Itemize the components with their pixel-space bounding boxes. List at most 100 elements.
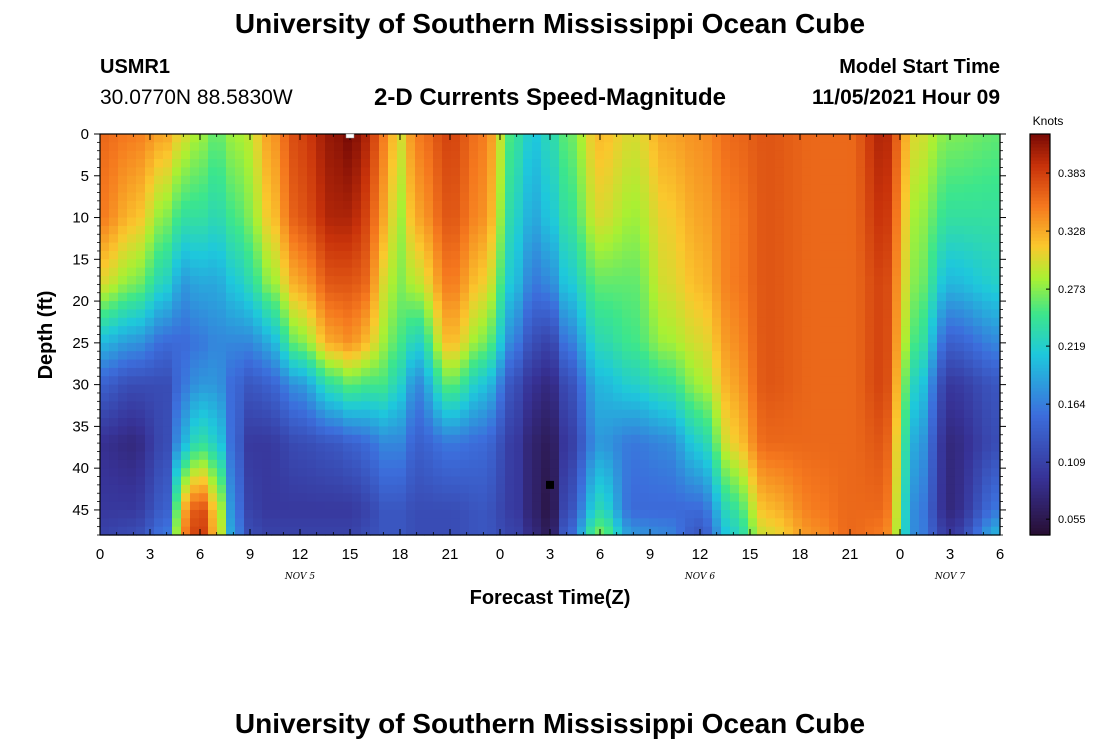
heat-cell	[406, 267, 416, 277]
heat-cell	[226, 217, 236, 227]
heat-cell	[325, 509, 335, 519]
heat-cell	[397, 468, 407, 478]
heat-cell	[397, 367, 407, 377]
y-tick-label: 5	[81, 168, 89, 185]
heat-cell	[532, 192, 542, 202]
heat-cell	[901, 267, 911, 277]
heat-cell	[586, 267, 596, 277]
heat-cell	[433, 351, 443, 361]
heat-cell	[676, 459, 686, 469]
heat-cell	[433, 242, 443, 252]
heat-cell	[865, 392, 875, 402]
heat-cell	[928, 150, 938, 160]
heat-cell	[802, 175, 812, 185]
heat-cell	[208, 150, 218, 160]
heat-cell	[604, 476, 614, 486]
heat-cell	[766, 259, 776, 269]
heat-cell	[595, 159, 605, 169]
heat-cell	[487, 384, 497, 394]
heat-cell	[289, 167, 299, 177]
heat-cell	[595, 518, 605, 528]
heat-cell	[919, 150, 929, 160]
heat-cell	[406, 200, 416, 210]
heat-cell	[586, 159, 596, 169]
heat-cell	[334, 434, 344, 444]
y-tick-label: 45	[72, 502, 89, 519]
heat-cell	[541, 526, 551, 536]
heat-cell	[379, 459, 389, 469]
heat-cell	[397, 351, 407, 361]
heat-cell	[532, 159, 542, 169]
heat-cell	[307, 192, 317, 202]
heat-cell	[964, 317, 974, 327]
heat-cell	[973, 301, 983, 311]
heat-cell	[649, 476, 659, 486]
heat-cell	[478, 434, 488, 444]
heat-cell	[577, 459, 587, 469]
heat-cell	[487, 451, 497, 461]
heat-cell	[127, 509, 137, 519]
heat-cell	[253, 501, 263, 511]
heat-cell	[667, 234, 677, 244]
heat-cell	[298, 384, 308, 394]
heat-cell	[361, 209, 371, 219]
heat-cell	[433, 284, 443, 294]
heat-cell	[118, 409, 128, 419]
heat-cell	[334, 509, 344, 519]
heat-cell	[568, 509, 578, 519]
heat-cell	[757, 484, 767, 494]
heat-cell	[433, 142, 443, 152]
heat-cell	[415, 484, 425, 494]
heat-cell	[307, 351, 317, 361]
heat-cell	[478, 192, 488, 202]
heat-cell	[442, 309, 452, 319]
heat-cell	[199, 225, 209, 235]
heat-cell	[847, 309, 857, 319]
heat-cell	[667, 367, 677, 377]
heat-cell	[703, 484, 713, 494]
heat-cell	[748, 359, 758, 369]
heat-cell	[307, 384, 317, 394]
heat-cell	[955, 367, 965, 377]
heat-cell	[424, 242, 434, 252]
heat-cell	[487, 501, 497, 511]
heat-cell	[838, 167, 848, 177]
heat-cell	[568, 426, 578, 436]
heat-cell	[910, 342, 920, 352]
heat-cell	[451, 484, 461, 494]
heat-cell	[631, 443, 641, 453]
heat-cell	[334, 292, 344, 302]
heat-cell	[118, 342, 128, 352]
heat-cell	[271, 134, 281, 143]
heat-cell	[613, 351, 623, 361]
heat-cell	[631, 309, 641, 319]
heat-cell	[838, 526, 848, 536]
heat-cell	[388, 250, 398, 260]
heat-cell	[451, 284, 461, 294]
heat-cell	[883, 242, 893, 252]
heat-cell	[226, 242, 236, 252]
heat-cell	[982, 292, 992, 302]
heat-cell	[775, 150, 785, 160]
heat-cell	[226, 309, 236, 319]
heat-cell	[316, 192, 326, 202]
heat-cell	[424, 501, 434, 511]
heat-cell	[244, 192, 254, 202]
heat-cell	[739, 234, 749, 244]
heat-cell	[568, 150, 578, 160]
heat-cell	[631, 426, 641, 436]
heat-cell	[631, 392, 641, 402]
heat-cell	[307, 493, 317, 503]
heat-cell	[577, 401, 587, 411]
heat-cell	[109, 292, 119, 302]
heat-cell	[829, 493, 839, 503]
heat-cell	[478, 159, 488, 169]
heat-cell	[235, 384, 245, 394]
heat-cell	[694, 476, 704, 486]
heat-cell	[424, 376, 434, 386]
heat-cell	[361, 167, 371, 177]
heat-cell	[739, 225, 749, 235]
heat-cell	[892, 267, 902, 277]
heat-cell	[712, 309, 722, 319]
heat-cell	[505, 401, 515, 411]
